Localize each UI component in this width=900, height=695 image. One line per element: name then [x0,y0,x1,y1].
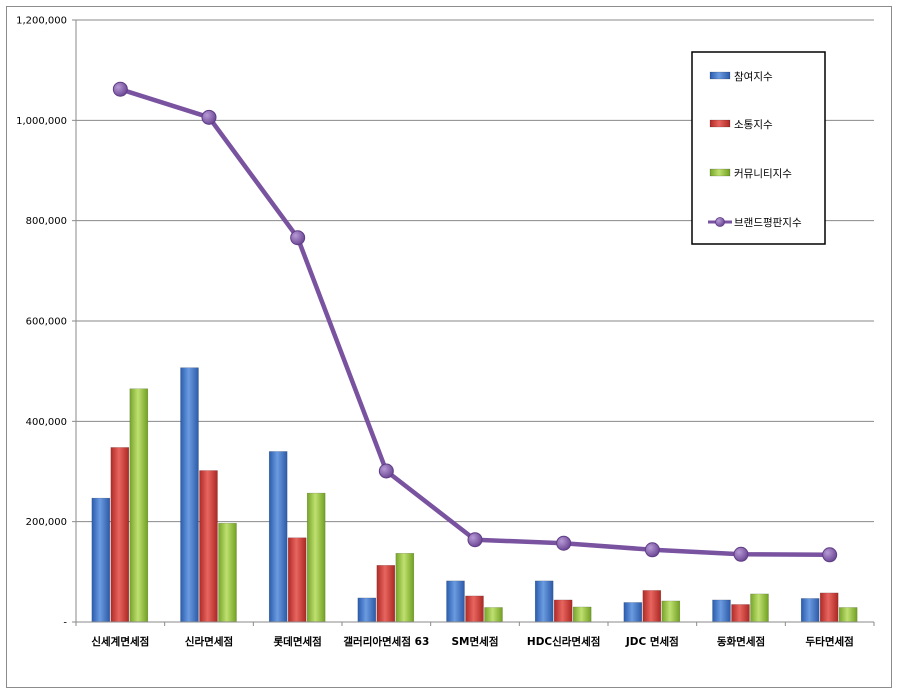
brand-line-point [290,230,306,246]
y-tick-label: 400,000 [26,417,67,428]
bar [376,565,396,623]
bar [91,497,111,623]
bar [553,599,573,623]
y-tick-label: 600,000 [26,317,67,328]
legend-label: 브랜드평판지수 [734,217,802,229]
brand-line-point [112,81,128,97]
x-tick-label: SM면세점 [452,635,499,648]
y-tick-label: 1,200,000 [16,16,67,27]
legend-swatch [709,119,731,128]
y-tick-label: 800,000 [26,216,67,227]
legend-label: 소통지수 [734,119,773,131]
legend-label: 커뮤니티지수 [734,168,792,180]
x-tick-label: HDC신라면세점 [527,635,601,648]
bar [180,367,199,623]
x-tick-label: 신세계면세점 [91,635,149,648]
bar [465,595,484,623]
x-tick-label: 두타면세점 [806,635,854,648]
brand-line-point [467,532,483,548]
y-tick-label: 1,000,000 [16,116,67,127]
legend-swatch [709,168,731,177]
bar [199,470,218,623]
bar [268,451,288,623]
bar [110,447,130,623]
brand-line [112,81,838,563]
bar [838,607,858,623]
y-tick-label: 200,000 [26,517,67,528]
legend-swatch [709,71,731,80]
bar [395,553,415,623]
x-tick-label: 롯데면세점 [274,635,322,648]
bar [446,580,465,623]
bar [623,602,643,623]
bar [357,597,377,623]
legend-box [691,51,826,245]
y-axis: - 200,000 400,000 600,000 800,000 1,000,000 1,… [16,16,77,629]
legend-marker [715,217,725,227]
bar [572,606,592,623]
bar [129,388,149,623]
bar [712,599,731,623]
legend-label: 참여지수 [734,71,773,83]
bar [484,607,503,623]
bar [819,592,839,623]
bar [642,590,662,623]
x-tick-label: JDC 면세점 [625,635,679,648]
x-tick-label: 동화면세점 [717,635,765,648]
brand-line-point [733,546,749,562]
brand-line-point [556,535,572,551]
brand-line-point [822,547,838,563]
brand-line-point [644,542,660,558]
brand-line-point [378,463,394,479]
bar [306,492,326,623]
brand-line-point [201,109,217,125]
bar [800,598,820,623]
bar [731,604,750,623]
bars [91,367,858,623]
bar [534,580,554,623]
bar [287,537,307,623]
x-tick-label: 갤러리아면세점 63 [343,635,429,648]
bar [750,593,769,623]
bar [661,600,681,623]
x-axis: 신세계면세점 신라면세점 롯데면세점 갤러리아면세점 63 SM면세점 HDC신라면세점 J… [75,621,875,648]
x-tick-label: 신라면세점 [185,635,233,648]
bar [218,522,237,623]
y-tick-label: - [63,618,67,629]
